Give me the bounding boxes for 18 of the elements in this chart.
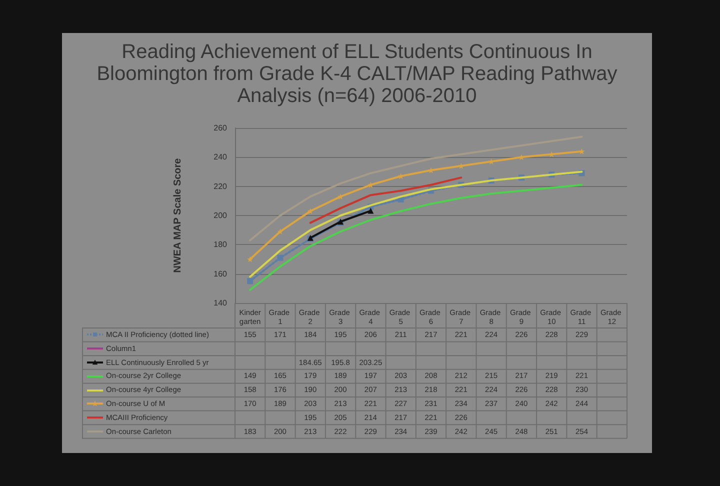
y-axis-title: NWEA MAP Scale Score	[172, 158, 184, 273]
y-tick-label: 240	[214, 152, 228, 162]
line-series	[309, 176, 462, 224]
y-tick-label: 200	[214, 211, 228, 220]
point	[247, 256, 254, 262]
point	[277, 254, 284, 261]
y-tick-label: 180	[214, 240, 228, 250]
point	[368, 208, 374, 214]
y-tick-label: 220	[214, 182, 228, 191]
y-tick-label: 160	[214, 269, 228, 278]
point	[247, 278, 254, 284]
point	[578, 148, 585, 154]
line-series	[249, 184, 583, 291]
y-tick-label: 140	[214, 298, 228, 308]
line-series	[249, 136, 583, 242]
y-tick-label: 260	[214, 124, 228, 132]
point	[277, 228, 284, 235]
chart-title: Reading Achievement of ELL Students Continuous In Bloomington from Grade K-4 CALT/MAP Reading Pathway Analysis (n=64) 2006-2010	[96, 41, 618, 107]
